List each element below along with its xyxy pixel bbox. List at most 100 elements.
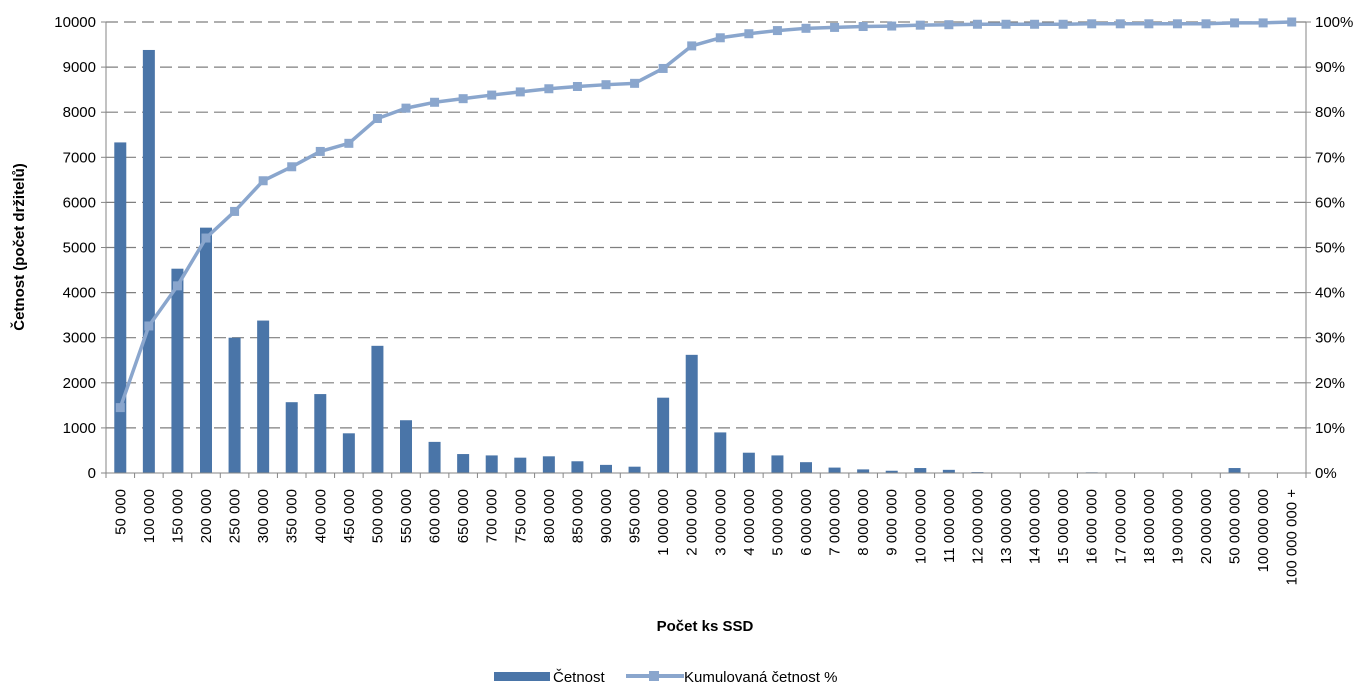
line-point — [601, 80, 611, 90]
line-point — [287, 162, 297, 172]
x-tick-label: 850 000 — [569, 489, 586, 543]
bar — [685, 354, 698, 473]
line-point — [858, 22, 868, 32]
line-point — [630, 78, 640, 88]
y-tick-label: 9000 — [63, 59, 96, 76]
line-point — [401, 103, 411, 113]
y2-tick-label: 20% — [1315, 375, 1345, 392]
y2-tick-label: 10% — [1315, 420, 1345, 437]
bar — [228, 337, 241, 473]
bar — [628, 466, 641, 473]
x-tick-label: 600 000 — [427, 489, 444, 543]
x-tick-label: 750 000 — [512, 489, 529, 543]
x-tick-label: 11 000 000 — [941, 489, 958, 563]
bar — [171, 268, 184, 473]
x-tick-label: 400 000 — [312, 489, 329, 543]
legend-swatch-marker — [649, 671, 659, 681]
line-point — [372, 114, 382, 124]
line-point — [315, 146, 325, 156]
x-tick-label: 4 000 000 — [741, 489, 758, 556]
bar — [1228, 468, 1241, 473]
left-axis-ticks: 0 1000 2000 3000 4000 5000 6000 7000 8000 9000 100… — [54, 14, 106, 482]
line-point — [715, 33, 725, 43]
x-tick-label: 17 000 000 — [1112, 489, 1129, 564]
y2-tick-label: 30% — [1315, 330, 1345, 347]
bar — [400, 420, 412, 473]
cumulative-line-series — [115, 17, 1297, 413]
bar — [285, 402, 298, 473]
y2-tick-label: 80% — [1315, 104, 1345, 121]
line-point — [1115, 19, 1125, 29]
bar — [714, 432, 727, 473]
bar — [485, 455, 498, 473]
line-point — [1201, 19, 1211, 29]
x-axis-title: Počet ks SSD — [657, 618, 754, 635]
line-point — [115, 403, 125, 413]
cumulative-line — [118, 20, 1292, 409]
line-point — [1287, 17, 1297, 27]
line-point — [1087, 19, 1097, 29]
x-tick-label: 650 000 — [455, 489, 472, 543]
bar — [885, 470, 898, 473]
bar — [314, 394, 327, 473]
line-point — [458, 94, 468, 104]
line-point — [1172, 19, 1182, 29]
y-tick-label: 8000 — [63, 104, 96, 121]
line-point — [658, 63, 668, 73]
line-point — [744, 29, 754, 39]
x-tick-label: 200 000 — [198, 489, 215, 543]
line-point — [1058, 19, 1068, 29]
x-tick-label: 20 000 000 — [1198, 489, 1215, 564]
line-point — [172, 281, 182, 291]
legend-label-line: Kumulovaná četnost % — [684, 669, 837, 685]
line-point — [1230, 18, 1240, 28]
y-tick-label: 6000 — [63, 194, 96, 211]
bar — [542, 456, 555, 473]
bar — [771, 455, 784, 473]
line-point — [144, 321, 154, 331]
bar — [742, 452, 755, 473]
x-tick-label: 950 000 — [627, 489, 644, 543]
line-point — [830, 22, 840, 32]
x-tick-label: 12 000 000 — [969, 489, 986, 564]
x-tick-label: 18 000 000 — [1141, 489, 1158, 564]
bar — [200, 227, 212, 473]
x-tick-label: 8 000 000 — [855, 489, 872, 556]
bar — [571, 461, 584, 473]
x-tick-label: 350 000 — [284, 489, 301, 543]
y2-tick-label: 60% — [1315, 194, 1345, 211]
y-tick-label: 0 — [88, 465, 96, 482]
bar — [257, 320, 270, 473]
x-tick-label: 10 000 000 — [912, 489, 929, 564]
bar — [942, 469, 955, 473]
y2-tick-label: 70% — [1315, 149, 1345, 166]
legend-swatch-bar — [494, 672, 550, 681]
line-point — [944, 20, 954, 30]
line-point — [230, 206, 240, 216]
x-tick-label: 450 000 — [341, 489, 358, 543]
legend: Četnost Kumulovaná četnost % — [494, 669, 837, 685]
x-tick-label: 100 000 000 — [1255, 489, 1272, 572]
x-tick-label: 900 000 — [598, 489, 615, 543]
x-tick-label: 15 000 000 — [1055, 489, 1072, 564]
bar — [857, 469, 870, 473]
x-tick-label: 50 000 — [112, 489, 129, 535]
x-tick-label: 1 000 000 — [655, 489, 672, 556]
line-point — [1001, 19, 1011, 29]
x-tick-label: 700 000 — [484, 489, 501, 543]
x-tick-label: 14 000 000 — [1027, 489, 1044, 564]
x-tick-label: 7 000 000 — [827, 489, 844, 556]
x-tick-label: 500 000 — [369, 489, 386, 543]
line-point — [572, 81, 582, 91]
y-tick-label: 3000 — [63, 330, 96, 347]
line-point — [515, 87, 525, 97]
line-point — [1030, 19, 1040, 29]
line-point — [258, 176, 268, 186]
line-point — [772, 26, 782, 36]
bar — [600, 464, 612, 473]
y-axis-title: Četnost (počet držitelů) — [10, 163, 28, 331]
line-point — [972, 19, 982, 29]
x-tick-label: 100 000 — [141, 489, 158, 543]
legend-label-bar: Četnost — [553, 669, 606, 685]
